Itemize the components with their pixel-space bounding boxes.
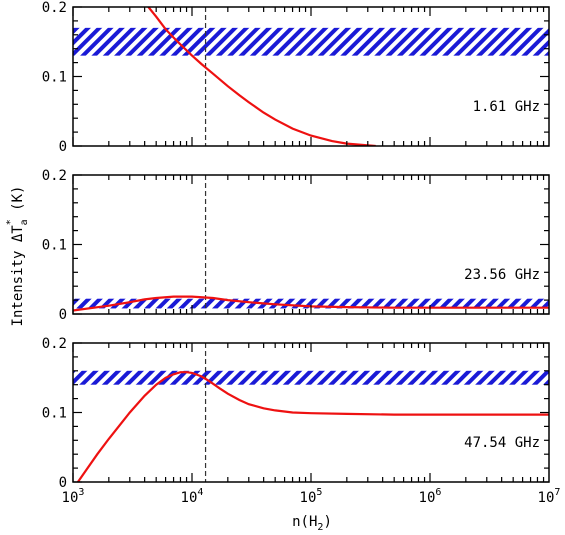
x-tick-label: 107 [538,487,561,506]
y-tick-label: 0.1 [42,406,67,422]
x-tick-label: 105 [300,487,323,506]
x-tick-label: 103 [62,487,85,506]
frequency-label: 47.54 GHz [464,435,540,451]
panels: 0 0.1 0.2 1.61 GHz 0 0.1 0.2 23.56 GHz 0 0.1 0.2 47… [42,0,561,506]
y-tick-label: 0.1 [42,238,67,254]
observed-band [73,298,549,309]
model-curve [147,7,376,146]
panel-3: 0 0.1 0.2 47.54 GHz [42,336,550,491]
frequency-label: 1.61 GHz [473,99,540,115]
model-curve [73,295,549,312]
y-tick-label: 0.2 [42,0,67,16]
y-tick-label: 0 [59,307,67,323]
observed-band [73,370,549,385]
y-axis-title: Intensity ΔTa* (K) [5,186,30,327]
x-axis-title: n(H2) [292,514,332,533]
panel-2: 0 0.1 0.2 23.56 GHz [42,168,550,323]
y-tick-label: 0.1 [42,70,67,86]
observed-band [73,27,549,56]
panel-frame [72,174,550,315]
y-tick-label: 0.2 [42,336,67,352]
y-tick-label: 0.2 [42,168,67,184]
panel-1: 0 0.1 0.2 1.61 GHz [42,0,550,155]
model-curve [76,371,549,482]
x-tick-label: 104 [181,487,204,506]
x-tick-label: 106 [419,487,442,506]
y-tick-label: 0 [59,475,67,491]
frequency-label: 23.56 GHz [464,267,540,283]
y-tick-label: 0 [59,139,67,155]
